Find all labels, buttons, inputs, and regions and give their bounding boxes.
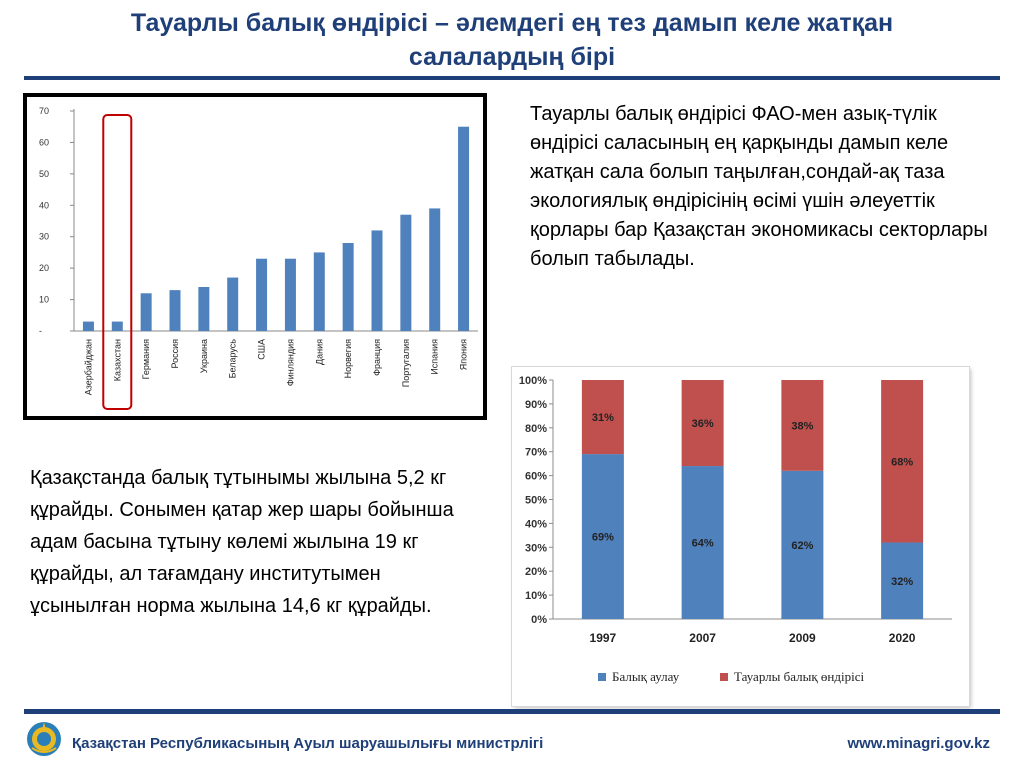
bar-segment <box>881 542 924 619</box>
x-tick-label: 2009 <box>789 631 816 645</box>
y-tick-label: 10 <box>39 295 49 305</box>
y-tick-label: 70 <box>39 106 49 116</box>
slide-title: Тауарлы балық өндірісі – әлемдегі ең тез… <box>60 6 964 74</box>
bar-segment <box>581 454 624 619</box>
bar <box>284 258 296 331</box>
y-tick-label: 80% <box>525 423 547 435</box>
bar-segment <box>681 466 724 619</box>
y-tick-label: 0% <box>531 614 547 626</box>
bar <box>82 321 94 331</box>
bar <box>342 243 354 331</box>
data-label: 69% <box>592 532 614 544</box>
slide-title-line-1: Тауарлы балық өндірісі – әлемдегі ең тез… <box>130 9 894 37</box>
y-tick-label: 20% <box>525 566 547 578</box>
y-tick-label: 90% <box>525 399 547 411</box>
y-tick-label: 10% <box>525 590 547 602</box>
y-tick-label: 30% <box>525 542 547 554</box>
share-stacked-chart: 0% 10% 20% 30% 40% 50% 60% 70% 80% 90% 100% 69% 31% 1… <box>512 367 969 706</box>
data-label: 36% <box>692 418 714 430</box>
x-tick-label: Франция <box>372 339 382 376</box>
x-tick-label: Украина <box>199 339 209 373</box>
x-tick-label: Финляндия <box>285 339 295 386</box>
y-tick-label: 50% <box>525 495 547 507</box>
y-tick-label: 40% <box>525 518 547 530</box>
x-tick-label: Норвегия <box>343 339 353 379</box>
y-tick-label: 60 <box>39 137 49 147</box>
bar-segment <box>781 470 824 619</box>
bar <box>227 277 239 331</box>
bar-segment <box>881 380 924 543</box>
x-tick-label: Испания <box>430 339 440 375</box>
bar <box>198 287 210 331</box>
country-bar-chart-svg: - 10 20 30 40 50 60 70 Азербайджан Казахстан Герма… <box>39 106 478 410</box>
bar <box>429 208 441 331</box>
highlight-box <box>102 114 133 410</box>
footer-website-link[interactable]: www.minagri.gov.kz <box>847 735 990 752</box>
y-tick-label: 40 <box>39 200 49 210</box>
x-tick-label: Япония <box>459 339 469 370</box>
share-stacked-chart-svg: 0% 10% 20% 30% 40% 50% 60% 70% 80% 90% 100% 69% 31% 1… <box>519 375 952 684</box>
data-label: 38% <box>791 420 813 432</box>
legend-swatch <box>720 673 728 681</box>
slide-title-line-2: салалардың бірі <box>408 43 616 71</box>
bar-segment <box>581 380 624 455</box>
legend-swatch <box>598 673 606 681</box>
x-tick-label: 2007 <box>689 631 716 645</box>
ministry-emblem-icon <box>27 722 61 756</box>
y-tick-label: - <box>39 326 42 336</box>
bar <box>313 252 325 331</box>
y-tick-label: 60% <box>525 471 547 483</box>
bar-segment <box>681 380 724 467</box>
data-label: 68% <box>891 456 913 468</box>
bar <box>169 290 181 331</box>
y-tick-label: 20 <box>39 263 49 273</box>
x-tick-label: США <box>257 339 267 360</box>
legend-label: Тауарлы балық өндірісі <box>734 669 864 684</box>
y-tick-label: 30 <box>39 232 49 242</box>
y-tick-label: 50 <box>39 169 49 179</box>
x-tick-label: Азербайджан <box>83 339 93 395</box>
bar-segment <box>781 380 824 471</box>
legend-label: Балық аулау <box>612 669 680 684</box>
bar <box>111 321 123 331</box>
bar <box>256 258 268 331</box>
data-label: 31% <box>592 412 614 424</box>
bar <box>371 230 383 331</box>
bar <box>140 293 152 331</box>
data-label: 62% <box>791 540 813 552</box>
x-tick-label: Германия <box>141 339 151 379</box>
y-tick-label: 100% <box>519 375 547 387</box>
data-label: 32% <box>891 576 913 588</box>
bar <box>458 126 470 331</box>
right-paragraph: Тауарлы балық өндірісі ФАО-мен азық-түлі… <box>530 103 988 270</box>
data-label: 64% <box>692 538 714 550</box>
x-tick-label: Дания <box>314 339 324 365</box>
country-bar-chart: - 10 20 30 40 50 60 70 Азербайджан Казахстан Герма… <box>23 93 487 420</box>
x-tick-label: Португалия <box>401 339 411 387</box>
footer-divider <box>24 709 1000 714</box>
left-paragraph: Қазақстанда балық тұтынымы жылына 5,2 кг… <box>30 467 454 617</box>
x-tick-label: Россия <box>170 339 180 369</box>
x-tick-label: 2020 <box>889 631 916 645</box>
title-divider <box>24 76 1000 80</box>
x-tick-label: Беларусь <box>228 339 238 379</box>
y-tick-label: 70% <box>525 447 547 459</box>
footer-ministry-name: Қазақстан Республикасының Ауыл шаруашылы… <box>72 735 544 752</box>
x-tick-label: 1997 <box>590 631 617 645</box>
x-tick-label: Казахстан <box>112 339 122 381</box>
bar <box>400 214 412 331</box>
